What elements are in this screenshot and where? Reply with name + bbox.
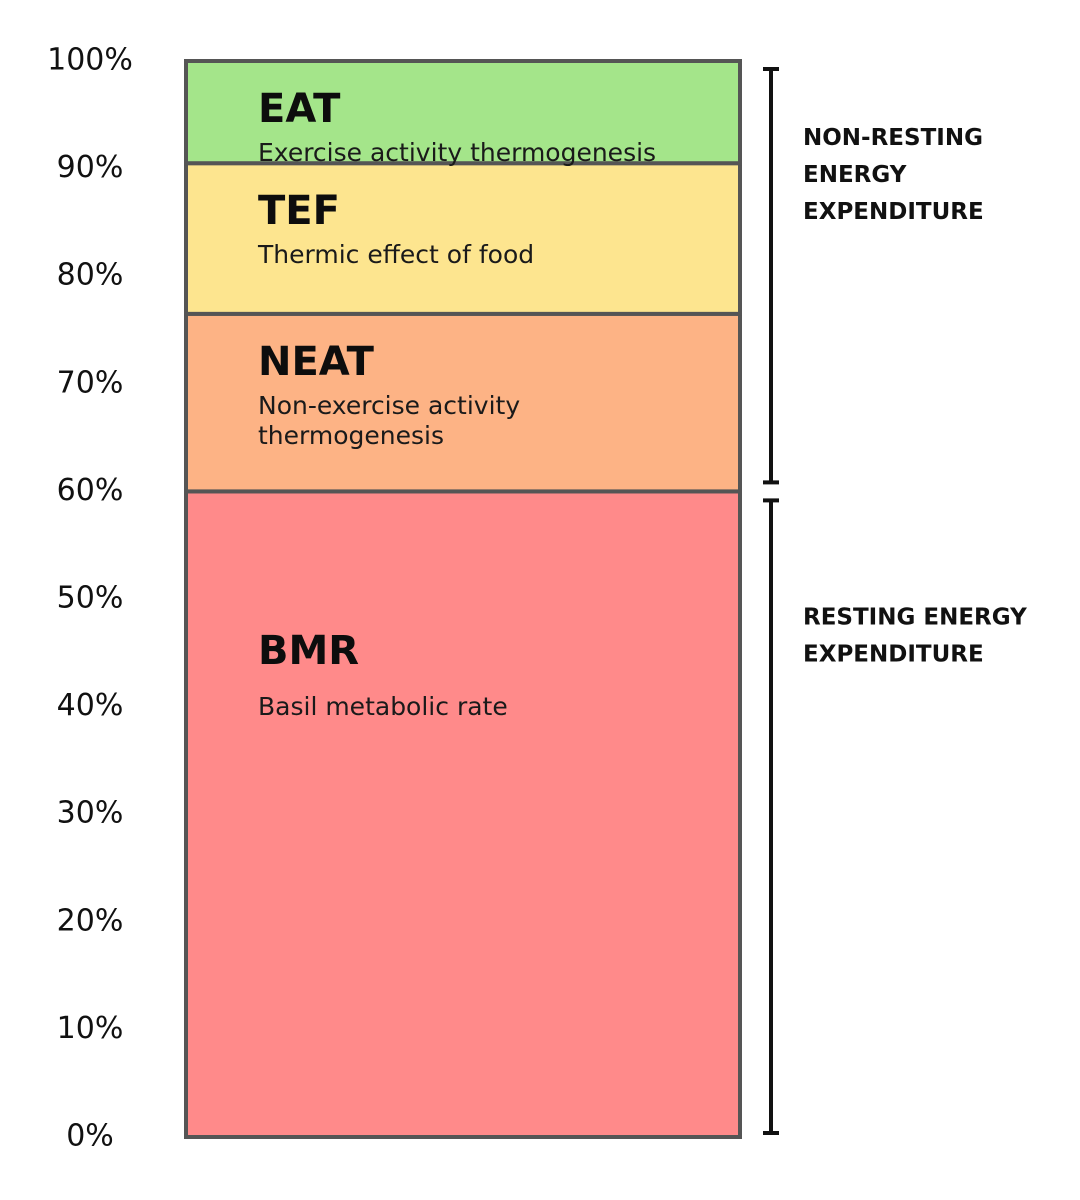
y-tick-label: 80%: [57, 258, 124, 293]
bar-segment-tef: [184, 161, 742, 316]
y-axis-ticks: 0% 10% 20% 30% 40% 50% 60% 70% 80% 90% 100%: [47, 43, 133, 1154]
segment-description-bmr: Basil metabolic rate: [258, 692, 508, 721]
bar-segment-neat: [184, 311, 742, 494]
group-bracket: [763, 498, 779, 1135]
y-tick-label: 60%: [57, 473, 124, 508]
y-tick-label: 0%: [66, 1119, 114, 1154]
bar-segment-eat: [184, 59, 742, 166]
bar-segment-bmr: [184, 489, 742, 1139]
segment-name-tef: TEF: [258, 188, 340, 234]
y-tick-label: 100%: [47, 43, 133, 78]
segment-name-bmr: BMR: [258, 628, 359, 674]
segment-description-neat: thermogenesis: [258, 421, 444, 450]
y-tick-label: 70%: [57, 365, 124, 400]
y-tick-label: 40%: [57, 688, 124, 723]
y-tick-label: 30%: [57, 796, 124, 831]
y-tick-label: 20%: [57, 903, 124, 938]
y-tick-label: 50%: [57, 581, 124, 616]
y-tick-label: 90%: [57, 150, 124, 185]
stacked-bar: BMR Basil metabolic rate NEAT Non-exercise …: [184, 59, 742, 1139]
segment-name-eat: EAT: [258, 86, 341, 132]
group-label: EXPENDITURE: [803, 642, 984, 668]
segment-description-eat: Exercise activity thermogenesis: [258, 138, 656, 167]
group-label: NON-RESTING: [803, 125, 983, 151]
segment-name-neat: NEAT: [258, 339, 375, 385]
segment-description-tef: Thermic effect of food: [257, 240, 534, 269]
segment-description-neat: Non-exercise activity: [258, 391, 520, 420]
group-label: RESTING ENERGY: [803, 605, 1027, 631]
group-brackets: NON-RESTING ENERGY EXPENDITURE RESTING ENER…: [763, 67, 1027, 1135]
group-bracket: [763, 67, 779, 485]
group-label: ENERGY: [803, 162, 907, 188]
group-label: EXPENDITURE: [803, 199, 984, 225]
y-tick-label: 10%: [57, 1011, 124, 1046]
